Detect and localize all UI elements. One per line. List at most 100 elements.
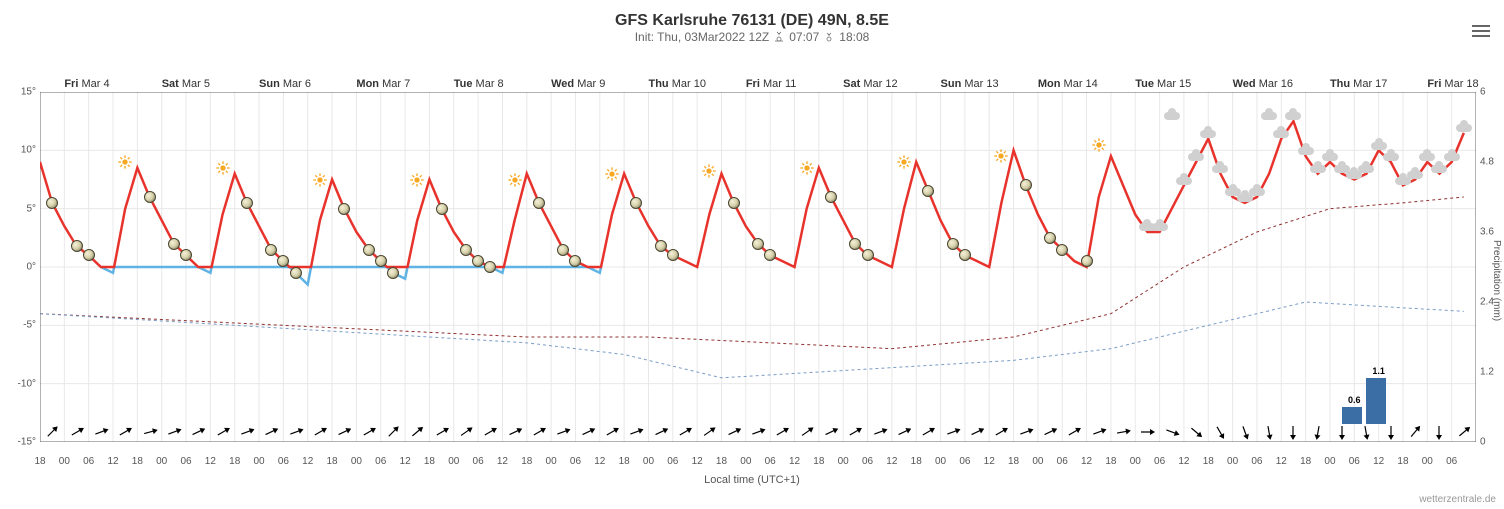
sunset-time: 18:08 xyxy=(839,30,869,44)
x-tick-hour: 12 xyxy=(984,456,995,467)
hamburger-menu-icon[interactable] xyxy=(1472,22,1490,36)
x-axis-hours: 18 00 06 12 18 00 06 12 18 00 06 12 18 00 06 12 18 00 06 12… xyxy=(40,456,1476,470)
x-tick-hour: 18 xyxy=(34,456,45,467)
wind-arrow-icon xyxy=(361,424,377,440)
x-tick-hour: 06 xyxy=(1057,456,1068,467)
wind-arrow-icon xyxy=(385,424,401,440)
chart-subtitle: Init: Thu, 03Mar2022 12Z 07:07 18:08 xyxy=(0,30,1504,44)
wind-arrow-icon xyxy=(774,424,790,440)
day-label: Wed Mar 16 xyxy=(1233,78,1293,90)
x-tick-hour: 00 xyxy=(448,456,459,467)
wind-arrow-icon xyxy=(1188,424,1204,440)
x-tick-hour: 06 xyxy=(180,456,191,467)
wind-arrow-icon xyxy=(945,424,961,440)
y-tick-precip: 1.2 xyxy=(1480,367,1494,378)
wind-arrow-icon xyxy=(263,424,279,440)
x-tick-hour: 12 xyxy=(1081,456,1092,467)
x-tick-hour: 18 xyxy=(424,456,435,467)
x-tick-hour: 18 xyxy=(1397,456,1408,467)
meteogram-chart: GFS Karlsruhe 76131 (DE) 49N, 8.5E Init:… xyxy=(0,0,1504,509)
x-tick-hour: 00 xyxy=(740,456,751,467)
day-label: Fri Mar 11 xyxy=(746,78,797,90)
init-time: Init: Thu, 03Mar2022 12Z xyxy=(635,30,770,44)
wind-arrow-icon xyxy=(799,424,815,440)
wind-arrow-icon xyxy=(969,424,985,440)
x-tick-hour: 12 xyxy=(1373,456,1384,467)
wind-arrow-icon xyxy=(1334,424,1350,440)
wind-arrow-icon xyxy=(653,424,669,440)
precip-bar xyxy=(1366,378,1385,424)
y-axis-precip-label: Precipitation (mm) xyxy=(1491,240,1502,321)
wind-arrow-icon xyxy=(896,424,912,440)
y-tick-precip: 3.6 xyxy=(1480,227,1494,238)
wind-arrow-icon xyxy=(1091,424,1107,440)
day-label: Sun Mar 6 xyxy=(259,78,311,90)
wind-arrow-icon xyxy=(701,424,717,440)
x-tick-hour: 00 xyxy=(546,456,557,467)
y-tick-temp: 0° xyxy=(26,262,36,273)
wind-arrow-icon xyxy=(239,424,255,440)
wind-arrow-icon xyxy=(750,424,766,440)
y-tick-temp: -5° xyxy=(23,320,36,331)
x-tick-hour: 12 xyxy=(594,456,605,467)
x-tick-hour: 00 xyxy=(1227,456,1238,467)
y-tick-precip: 4.8 xyxy=(1480,157,1494,168)
wind-arrow-icon xyxy=(1407,424,1423,440)
x-tick-hour: 00 xyxy=(1032,456,1043,467)
x-tick-hour: 18 xyxy=(911,456,922,467)
wind-arrow-icon xyxy=(1358,424,1374,440)
wind-arrow-icon xyxy=(1018,424,1034,440)
y-tick-temp: -10° xyxy=(18,378,36,389)
x-tick-hour: 12 xyxy=(302,456,313,467)
day-label: Wed Mar 9 xyxy=(551,78,605,90)
day-label: Fri Mar 18 xyxy=(1427,78,1478,90)
wind-arrow-icon xyxy=(628,424,644,440)
wind-arrow-icon xyxy=(458,424,474,440)
wind-arrow-icon xyxy=(1066,424,1082,440)
wind-arrow-icon xyxy=(1383,424,1399,440)
wind-arrow-icon xyxy=(1431,424,1447,440)
wind-arrow-icon xyxy=(847,424,863,440)
x-tick-hour: 12 xyxy=(1276,456,1287,467)
wind-arrow-icon xyxy=(604,424,620,440)
wind-arrow-icon xyxy=(1115,424,1131,440)
chart-title-block: GFS Karlsruhe 76131 (DE) 49N, 8.5E Init:… xyxy=(0,0,1504,44)
x-tick-hour: 06 xyxy=(667,456,678,467)
wind-arrow-icon xyxy=(1042,424,1058,440)
wind-arrow-icon xyxy=(920,424,936,440)
x-tick-hour: 06 xyxy=(862,456,873,467)
wind-arrow-icon xyxy=(993,424,1009,440)
y-tick-temp: -15° xyxy=(18,437,36,448)
day-label: Thu Mar 10 xyxy=(648,78,705,90)
wind-arrow-icon xyxy=(1310,424,1326,440)
x-tick-hour: 00 xyxy=(351,456,362,467)
wind-arrow-icon xyxy=(677,424,693,440)
wind-arrow-icon xyxy=(531,424,547,440)
wind-arrow-icon xyxy=(726,424,742,440)
x-tick-hour: 12 xyxy=(107,456,118,467)
wind-arrow-icon xyxy=(166,424,182,440)
wind-arrow-icon xyxy=(507,424,523,440)
wind-arrow-icon xyxy=(434,424,450,440)
x-tick-hour: 18 xyxy=(1203,456,1214,467)
y-tick-precip: 0 xyxy=(1480,437,1486,448)
x-tick-hour: 18 xyxy=(521,456,532,467)
x-tick-hour: 06 xyxy=(83,456,94,467)
wind-arrow-icon xyxy=(482,424,498,440)
day-label: Sat Mar 5 xyxy=(162,78,210,90)
wind-arrow-icon xyxy=(93,424,109,440)
x-tick-hour: 18 xyxy=(813,456,824,467)
wind-arrow-icon xyxy=(1261,424,1277,440)
x-tick-hour: 18 xyxy=(1300,456,1311,467)
day-labels-row: Fri Mar 4Sat Mar 5Sun Mar 6Mon Mar 7Tue … xyxy=(40,78,1476,92)
sunrise-icon xyxy=(773,31,785,43)
wind-arrow-icon xyxy=(872,424,888,440)
x-tick-hour: 18 xyxy=(132,456,143,467)
x-tick-hour: 06 xyxy=(765,456,776,467)
x-tick-hour: 18 xyxy=(229,456,240,467)
x-tick-hour: 00 xyxy=(935,456,946,467)
x-tick-hour: 06 xyxy=(473,456,484,467)
wind-arrow-icon xyxy=(215,424,231,440)
x-axis-label: Local time (UTC+1) xyxy=(0,474,1504,486)
y-tick-temp: 15° xyxy=(21,87,36,98)
